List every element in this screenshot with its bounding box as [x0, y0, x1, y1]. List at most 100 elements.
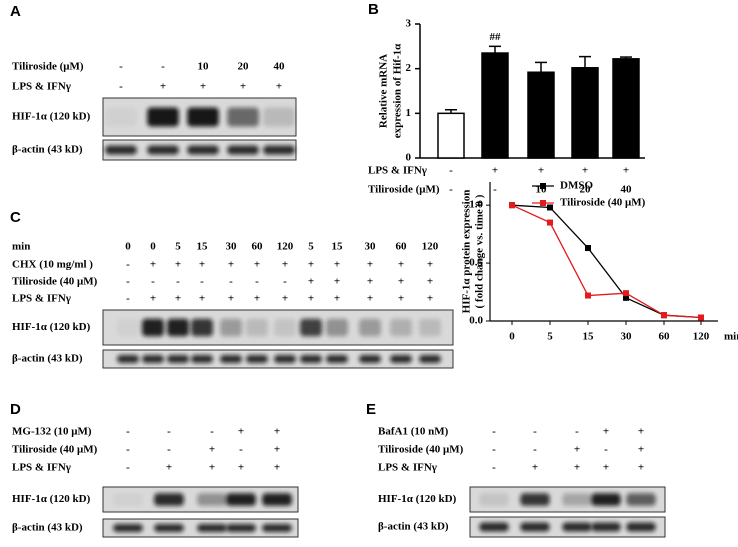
x-axis-label: mins: [724, 331, 738, 343]
condition-cell: +: [638, 462, 644, 474]
band: [562, 522, 592, 532]
band: [520, 493, 550, 506]
band: [300, 318, 322, 337]
condition-cell: +: [240, 81, 246, 93]
condition-name: BafA1 (10 nM): [378, 426, 449, 438]
band: [220, 354, 242, 364]
band: [246, 354, 268, 364]
band: [262, 523, 292, 533]
y-axis-label: ( fold change vs. time 0 ): [474, 194, 486, 308]
condition-cell: 10: [536, 184, 548, 196]
band: [117, 318, 139, 337]
panel-label: C: [10, 209, 21, 226]
band: [390, 354, 412, 364]
band: [142, 354, 164, 364]
band: [479, 522, 509, 532]
condition-cell: -: [604, 444, 608, 456]
band: [154, 523, 184, 533]
x-tick-label: 15: [583, 331, 595, 343]
condition-cell: +: [282, 293, 288, 305]
condition-cell: 120: [422, 241, 439, 253]
band: [105, 107, 137, 127]
condition-cell: +: [334, 293, 340, 305]
band: [263, 145, 295, 155]
band: [419, 318, 441, 337]
band: [167, 318, 189, 337]
condition-cell: +: [427, 259, 433, 271]
band: [113, 493, 143, 506]
condition-cell: +: [623, 165, 629, 177]
band-label: β-actin (43 kD): [378, 521, 449, 533]
condition-cell: +: [538, 165, 544, 177]
band: [167, 354, 189, 364]
condition-cell: -: [449, 184, 453, 196]
condition-cell: 20: [580, 184, 592, 196]
legend-entry: Tiliroside (40 μM): [560, 197, 646, 209]
band-label: β-actin (43 kD): [12, 144, 83, 156]
condition-name: LPS & IFNγ: [12, 81, 71, 93]
y-tick-label: 0.0: [469, 315, 483, 327]
band: [142, 318, 164, 337]
condition-cell: +: [308, 293, 314, 305]
condition-cell: 60: [396, 241, 408, 253]
band: [591, 493, 621, 506]
x-tick-label: 5: [547, 331, 553, 343]
panel-label: E: [366, 401, 376, 418]
condition-cell: +: [638, 426, 644, 438]
band: [226, 523, 256, 533]
condition-cell: +: [160, 81, 166, 93]
y-axis-label: expression of Hif-1α: [392, 43, 404, 138]
band: [359, 318, 381, 337]
y-tick-label: 3: [406, 18, 412, 30]
condition-cell: -: [283, 276, 287, 288]
condition-cell: +: [209, 462, 215, 474]
band: [520, 522, 550, 532]
band: [274, 354, 296, 364]
condition-cell: +: [367, 293, 373, 305]
point: [547, 204, 553, 211]
condition-cell: +: [150, 293, 156, 305]
bar: [437, 112, 465, 159]
bar: [571, 67, 599, 159]
condition-cell: +: [603, 462, 609, 474]
condition-cell: +: [166, 462, 172, 474]
band: [326, 318, 348, 337]
condition-cell: 60: [252, 241, 264, 253]
band: [191, 318, 213, 337]
condition-cell: -: [492, 444, 496, 456]
condition-name: Tiliroside (μM): [368, 184, 440, 196]
condition-cell: +: [282, 259, 288, 271]
condition-cell: 0: [125, 241, 131, 253]
condition-cell: +: [582, 165, 588, 177]
condition-cell: -: [167, 444, 171, 456]
condition-name: LPS & IFNγ: [12, 462, 71, 474]
condition-cell: 40: [621, 184, 633, 196]
series-line: [511, 204, 702, 319]
condition-cell: +: [427, 293, 433, 305]
condition-name: min: [12, 241, 30, 253]
condition-cell: +: [209, 444, 215, 456]
condition-cell: 30: [365, 241, 377, 253]
condition-name: CHX (10 mg/ml ): [12, 259, 93, 271]
condition-cell: +: [334, 276, 340, 288]
condition-cell: 20: [238, 61, 250, 73]
y-axis-label: Relative mRNA: [378, 54, 390, 128]
condition-cell: -: [493, 184, 497, 196]
condition-cell: -: [255, 276, 259, 288]
condition-cell: -: [126, 444, 130, 456]
condition-cell: 5: [175, 241, 181, 253]
band: [227, 145, 259, 155]
point: [661, 312, 667, 319]
y-axis-label: HIF-1α protein expression: [461, 190, 473, 314]
condition-cell: 0: [150, 241, 156, 253]
point: [698, 314, 704, 321]
band: [479, 493, 509, 506]
annotation: ##: [490, 31, 502, 43]
condition-name: Tiliroside (40 μM): [378, 444, 464, 456]
band: [262, 493, 292, 506]
condition-cell: -: [239, 444, 243, 456]
condition-cell: 10: [198, 61, 210, 73]
point: [623, 294, 629, 301]
condition-cell: +: [199, 259, 205, 271]
band: [263, 107, 295, 127]
